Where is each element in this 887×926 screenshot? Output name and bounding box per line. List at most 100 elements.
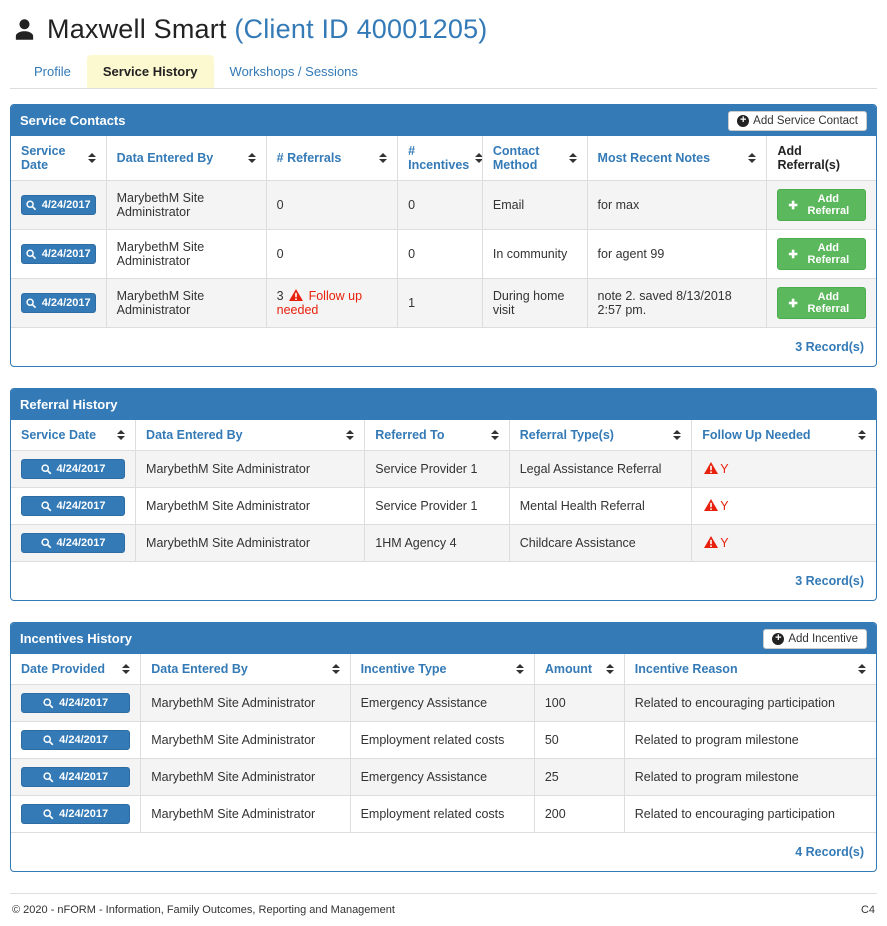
cell-referral-type: Legal Assistance Referral: [508, 450, 693, 488]
view-incentive-button[interactable]: 4/24/2017: [21, 804, 131, 824]
add-referral-button[interactable]: ✚ Add Referral: [777, 287, 866, 319]
cell-incentive-type: Employment related costs: [349, 721, 535, 759]
column-header-num-incentives[interactable]: # Incentives: [397, 136, 483, 181]
column-header-referral-types[interactable]: Referral Type(s): [508, 420, 693, 451]
column-header-service-date[interactable]: Service Date: [11, 420, 137, 451]
add-referral-button[interactable]: ✚ Add Referral: [777, 189, 866, 221]
page-title: Maxwell Smart (Client ID 40001205): [47, 14, 488, 45]
sort-icon: [346, 430, 355, 440]
add-incentive-button[interactable]: + Add Incentive: [763, 628, 867, 649]
cell-amount: 50: [533, 721, 625, 759]
service-contacts-record-count: 3 Record(s): [795, 340, 864, 354]
cell-incentive-reason: Related to program milestone: [623, 758, 876, 796]
sort-icon: [568, 153, 577, 163]
cell-contact-method: In community: [481, 229, 588, 279]
plus-icon: ✚: [788, 297, 798, 310]
sort-icon: [117, 430, 126, 440]
search-icon: [26, 297, 37, 308]
cell-referred-to: Service Provider 1: [364, 450, 510, 488]
cell-notes: for agent 99: [586, 229, 768, 279]
table-row: 4/24/2017 MarybethM Site Administrator 3…: [11, 278, 876, 328]
cell-referral-type: Childcare Assistance: [508, 524, 693, 562]
cell-incentive-reason: Related to program milestone: [623, 721, 876, 759]
incentives-history-header-row: Date Provided Data Entered By Incentive …: [11, 654, 876, 685]
add-service-contact-button[interactable]: + Add Service Contact: [728, 110, 867, 131]
cell-incentive-reason: Related to encouraging participation: [623, 684, 876, 722]
warning-icon: [704, 462, 719, 474]
site-footer: © 2020 - nFORM - Information, Family Out…: [10, 893, 877, 922]
column-header-date-provided[interactable]: Date Provided: [11, 654, 142, 685]
cell-referred-to: Service Provider 1: [364, 487, 510, 525]
column-header-follow-up-needed[interactable]: Follow Up Needed: [691, 420, 876, 451]
column-header-service-date[interactable]: Service Date: [11, 136, 107, 181]
add-incentive-label: Add Incentive: [788, 632, 858, 645]
search-icon: [43, 808, 54, 819]
tab-workshops-sessions[interactable]: Workshops / Sessions: [229, 64, 358, 79]
view-service-contact-button[interactable]: 4/24/2017: [21, 293, 96, 313]
tab-bar: Profile Service History Workshops / Sess…: [10, 55, 877, 89]
view-incentive-button[interactable]: 4/24/2017: [21, 767, 131, 787]
warning-icon: [704, 536, 719, 548]
referral-history-table: Service Date Data Entered By Referred To…: [11, 420, 876, 562]
sort-icon: [379, 153, 388, 163]
cell-referral-type: Mental Health Referral: [508, 487, 693, 525]
referral-history-heading: Referral History: [11, 389, 876, 420]
cell-data-entered-by: MarybethM Site Administrator: [105, 180, 267, 230]
view-incentive-button[interactable]: 4/24/2017: [21, 730, 131, 750]
column-header-add-referrals: Add Referral(s): [766, 136, 876, 181]
sort-icon: [331, 664, 340, 674]
column-header-most-recent-notes[interactable]: Most Recent Notes: [586, 136, 768, 181]
view-incentive-button[interactable]: 4/24/2017: [21, 693, 131, 713]
sort-icon: [515, 664, 524, 674]
sort-icon: [748, 153, 757, 163]
table-row: 4/24/2017 MarybethM Site Administrator E…: [11, 795, 876, 833]
service-contacts-panel: Service Contacts + Add Service Contact Se…: [10, 104, 877, 367]
cell-num-incentives: 1: [397, 278, 483, 328]
search-icon: [26, 248, 37, 259]
cell-data-entered-by: MarybethM Site Administrator: [140, 684, 351, 722]
column-header-incentive-type[interactable]: Incentive Type: [349, 654, 535, 685]
referral-history-header-row: Service Date Data Entered By Referred To…: [11, 420, 876, 451]
column-header-num-referrals[interactable]: # Referrals: [265, 136, 399, 181]
search-icon: [40, 537, 51, 548]
table-row: 4/24/2017 MarybethM Site Administrator 0…: [11, 180, 876, 230]
column-header-data-entered-by[interactable]: Data Entered By: [135, 420, 366, 451]
cell-data-entered-by: MarybethM Site Administrator: [105, 229, 267, 279]
cell-amount: 25: [533, 758, 625, 796]
plus-icon: ✚: [788, 248, 798, 261]
view-service-contact-button[interactable]: 4/24/2017: [21, 244, 96, 264]
cell-data-entered-by: MarybethM Site Administrator: [140, 758, 351, 796]
tab-service-history[interactable]: Service History: [86, 55, 214, 88]
column-header-contact-method[interactable]: Contact Method: [481, 136, 588, 181]
tab-profile[interactable]: Profile: [34, 64, 71, 79]
cell-data-entered-by: MarybethM Site Administrator: [140, 795, 351, 833]
search-icon: [40, 500, 51, 511]
column-header-incentive-reason[interactable]: Incentive Reason: [623, 654, 876, 685]
incentives-history-record-count: 4 Record(s): [795, 845, 864, 859]
table-row: 4/24/2017 MarybethM Site Administrator 1…: [11, 524, 876, 562]
sort-icon: [673, 430, 682, 440]
search-icon: [43, 771, 54, 782]
table-row: 4/24/2017 MarybethM Site Administrator 0…: [11, 229, 876, 279]
cell-follow-up: Y: [691, 524, 876, 562]
column-header-data-entered-by[interactable]: Data Entered By: [105, 136, 267, 181]
column-header-amount[interactable]: Amount: [533, 654, 625, 685]
view-referral-button[interactable]: 4/24/2017: [21, 496, 126, 516]
cell-contact-method: During home visit: [481, 278, 588, 328]
cell-follow-up: Y: [691, 450, 876, 488]
cell-referred-to: 1HM Agency 4: [364, 524, 510, 562]
view-service-contact-button[interactable]: 4/24/2017: [21, 195, 96, 215]
sort-icon: [858, 430, 866, 440]
view-referral-button[interactable]: 4/24/2017: [21, 459, 126, 479]
view-referral-button[interactable]: 4/24/2017: [21, 533, 126, 553]
column-header-data-entered-by[interactable]: Data Entered By: [140, 654, 351, 685]
cell-data-entered-by: MarybethM Site Administrator: [140, 721, 351, 759]
service-contacts-header-row: Service Date Data Entered By # Referrals…: [11, 136, 876, 181]
add-referral-button[interactable]: ✚ Add Referral: [777, 238, 866, 270]
column-header-referred-to[interactable]: Referred To: [364, 420, 510, 451]
table-row: 4/24/2017 MarybethM Site Administrator E…: [11, 721, 876, 759]
client-name: Maxwell Smart: [47, 14, 227, 44]
referral-history-record-count: 3 Record(s): [795, 574, 864, 588]
cell-notes: for max: [586, 180, 768, 230]
